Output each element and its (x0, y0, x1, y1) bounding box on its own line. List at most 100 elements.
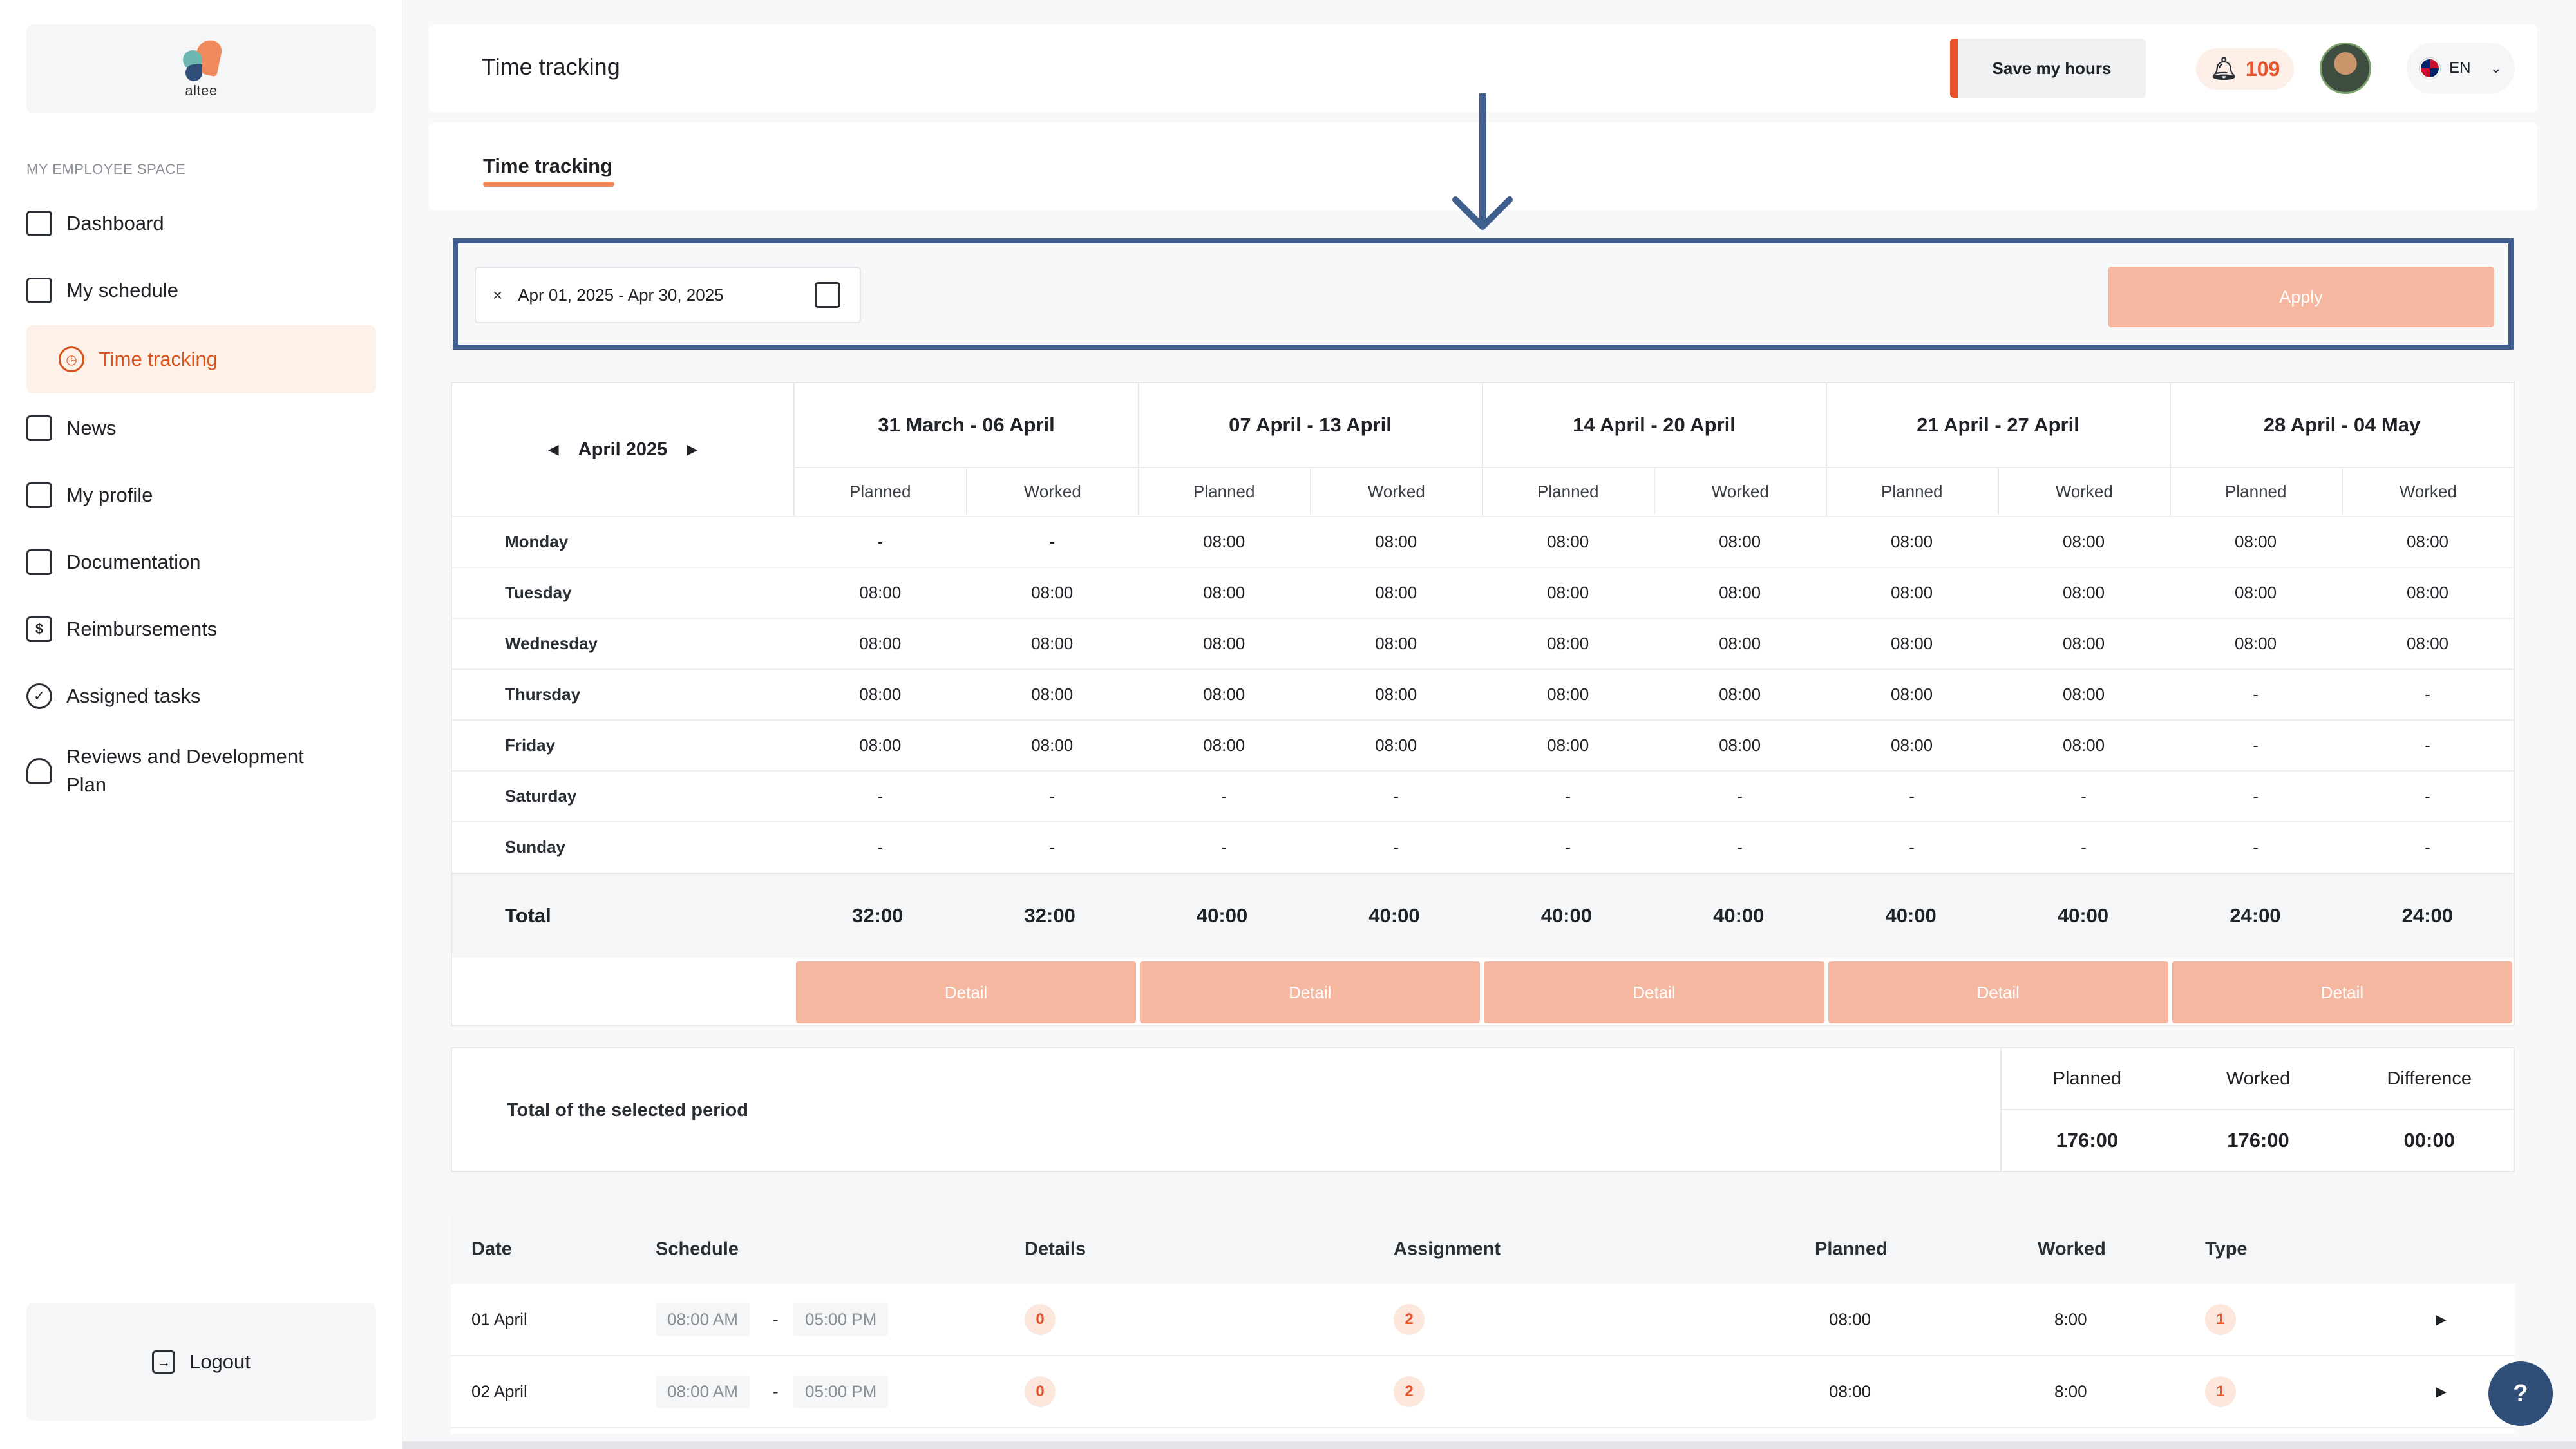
tab-time-tracking[interactable]: Time tracking (483, 155, 613, 177)
assignment-badge[interactable]: 2 (1394, 1304, 1425, 1335)
day-row: Sunday - - - - - - - - - - (452, 821, 2514, 872)
detail-button[interactable]: Detail (1140, 961, 1481, 1023)
apply-button[interactable]: Apply (2108, 267, 2494, 327)
expand-row-icon[interactable]: ▶ (2436, 1311, 2447, 1327)
total-cell: 24:00 (2401, 904, 2453, 927)
notification-count: 109 (2245, 57, 2280, 80)
hours-cell: - (2253, 685, 2259, 704)
sidebar-item-time-tracking[interactable]: ◷ Time tracking (26, 325, 376, 393)
hours-cell: 08:00 (2063, 532, 2105, 551)
hours-cell: 08:00 (859, 583, 902, 602)
save-my-hours-button[interactable]: Save my hours (1950, 39, 2146, 98)
hours-cell: - (1049, 532, 1056, 551)
sidebar-item-documentation[interactable]: Documentation (26, 529, 376, 596)
type-badge[interactable]: 1 (2205, 1376, 2236, 1407)
notifications-button[interactable]: 🔔︎ 109 (2196, 48, 2294, 90)
schedule-end[interactable]: 05:00 PM (793, 1375, 889, 1408)
hours-cell: 08:00 (2406, 634, 2449, 653)
sidebar-item-news[interactable]: News (26, 395, 376, 462)
sidebar-item-my-profile[interactable]: My profile (26, 462, 376, 529)
calendar-icon[interactable] (815, 282, 840, 308)
row-planned: 08:00 (1829, 1309, 1871, 1329)
news-icon (26, 415, 52, 441)
hours-cell: - (1565, 786, 1571, 806)
details-badge[interactable]: 0 (1025, 1376, 1056, 1407)
detail-button[interactable]: Detail (796, 961, 1137, 1023)
hours-cell: - (877, 786, 884, 806)
hours-cell: 08:00 (1375, 634, 1417, 653)
logout-button[interactable]: → Logout (26, 1303, 376, 1421)
type-badge[interactable]: 1 (2205, 1304, 2236, 1335)
hours-cell: - (1737, 786, 1743, 806)
sidebar-nav: Dashboard My schedule ◷ Time tracking Ne… (26, 190, 376, 812)
sidebar-item-my-schedule[interactable]: My schedule (26, 257, 376, 324)
total-cell: 24:00 (2230, 904, 2281, 927)
hours-cell: 08:00 (859, 685, 902, 704)
sidebar-section-label: MY EMPLOYEE SPACE (26, 161, 186, 177)
day-name: Wednesday (505, 634, 598, 653)
day-row: Thursday 08:00 08:00 08:00 08:00 08:00 08:00 08… (452, 668, 2514, 719)
day-row: Saturday - - - - - - - - - - (452, 770, 2514, 821)
total-cell: 32:00 (852, 904, 904, 927)
planned-subheader: Planned (1482, 468, 1655, 515)
week-column-header: 21 April - 27 April Planned Worked (1826, 383, 2171, 516)
detail-button[interactable]: Detail (1484, 961, 1824, 1023)
person-icon (26, 758, 52, 784)
horizontal-scrollbar[interactable] (402, 1441, 2576, 1449)
date-range-input[interactable]: × Apr 01, 2025 - Apr 30, 2025 (475, 267, 861, 323)
summary-label: Total of the selected period (507, 1100, 748, 1121)
help-button[interactable]: ? (2488, 1361, 2553, 1426)
hours-cell: - (1393, 786, 1399, 806)
schedule-separator: - (773, 1381, 779, 1401)
row-worked: 8:00 (2054, 1309, 2087, 1329)
hours-cell: 08:00 (1031, 685, 1074, 704)
hours-cell: - (2253, 837, 2259, 857)
logo-mark-icon (179, 37, 224, 81)
prev-month-icon[interactable]: ◀ (547, 441, 559, 457)
sidebar-item-reimbursements[interactable]: $ Reimbursements (26, 596, 376, 663)
hours-cell: 08:00 (1719, 634, 1761, 653)
sidebar-item-label: Dashboard (66, 212, 164, 234)
hours-cell: - (1221, 837, 1227, 857)
hours-cell: - (1909, 786, 1915, 806)
sidebar-item-dashboard[interactable]: Dashboard (26, 190, 376, 257)
col-date: Date (471, 1238, 512, 1260)
expand-row-icon[interactable]: ▶ (2436, 1383, 2447, 1399)
weekly-hours-table: ◀ April 2025 ▶ 31 March - 06 April Planne… (451, 382, 2515, 1026)
detail-button[interactable]: Detail (1828, 961, 2168, 1023)
planned-subheader: Planned (2170, 468, 2343, 515)
logout-icon: → (152, 1350, 176, 1374)
summary-worked-value: 176:00 (2227, 1129, 2289, 1151)
hours-cell: - (1737, 837, 1743, 857)
hours-cell: 08:00 (2234, 532, 2277, 551)
language-selector[interactable]: EN ⌄ (2407, 43, 2515, 94)
assignment-badge[interactable]: 2 (1394, 1376, 1425, 1407)
col-schedule: Schedule (656, 1238, 739, 1260)
sidebar-item-label: Reimbursements (66, 618, 218, 640)
next-month-icon[interactable]: ▶ (687, 441, 698, 457)
sidebar-item-assigned-tasks[interactable]: ✓ Assigned tasks (26, 663, 376, 730)
date-filter-panel: × Apr 01, 2025 - Apr 30, 2025 Apply (453, 238, 2514, 350)
avatar[interactable] (2320, 43, 2371, 94)
schedule-start[interactable]: 08:00 AM (656, 1303, 750, 1336)
schedule-start[interactable]: 08:00 AM (656, 1375, 750, 1408)
clear-date-button[interactable]: × (493, 285, 503, 305)
hours-cell: 08:00 (1203, 735, 1245, 755)
table-row[interactable]: 02 April 08:00 AM -05:00 PM 0 2 08:00 8:00 1 ▶ (451, 1356, 2515, 1428)
table-row[interactable]: 01 April 08:00 AM -05:00 PM 0 2 08:00 8:00 1 ▶ (451, 1284, 2515, 1356)
hours-cell: - (1221, 786, 1227, 806)
uk-flag-icon (2420, 58, 2441, 79)
sidebar-item-label: Time tracking (99, 348, 218, 370)
hours-cell: 08:00 (1203, 634, 1245, 653)
detail-button[interactable]: Detail (2172, 961, 2513, 1023)
day-name: Tuesday (505, 583, 572, 602)
schedule-end[interactable]: 05:00 PM (793, 1303, 889, 1336)
hours-cell: 08:00 (1547, 583, 1589, 602)
details-badge[interactable]: 0 (1025, 1304, 1056, 1335)
logo[interactable]: altee (26, 24, 376, 113)
week-title: 07 April - 13 April (1139, 383, 1482, 468)
sidebar-item-reviews[interactable]: Reviews and Development Plan (26, 730, 376, 812)
calendar-icon (26, 278, 52, 303)
sidebar-item-label: News (66, 417, 117, 439)
hours-cell: - (1049, 837, 1056, 857)
